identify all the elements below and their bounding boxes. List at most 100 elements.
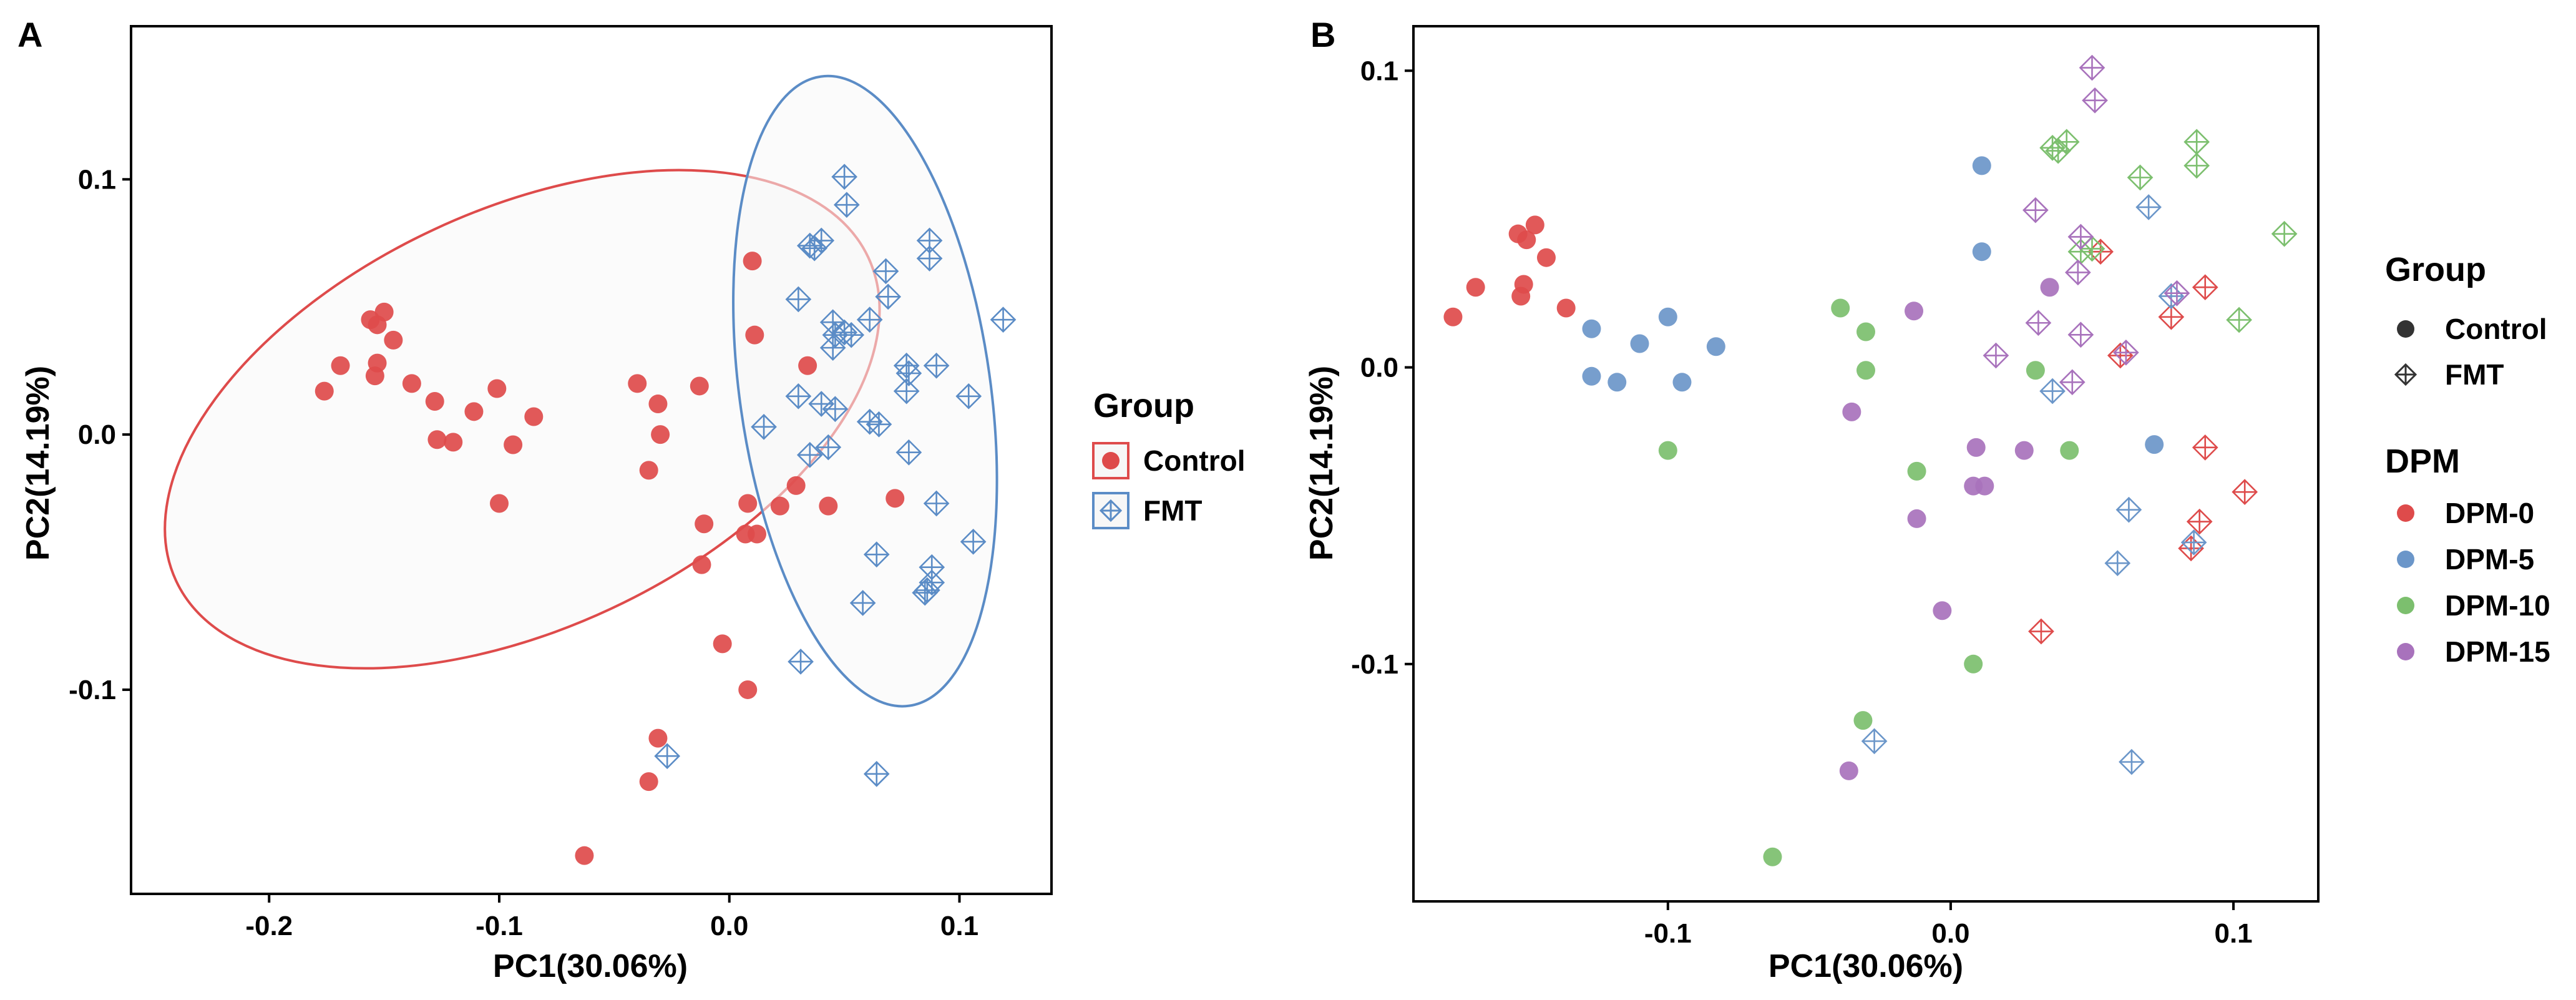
point-dpm-0-control [1525, 215, 1544, 235]
legend-b-dpm5-label: DPM-5 [2445, 543, 2534, 576]
point-fmt [875, 283, 902, 310]
point-control [487, 379, 507, 398]
point-dpm-0-control [1536, 248, 1556, 267]
legend-a-fmt-label: FMT [1143, 494, 1203, 527]
point-dpm-0-fmt [2186, 508, 2213, 535]
point-dpm-5-fmt [1861, 728, 1888, 755]
point-control [524, 407, 544, 426]
point-dpm-5-fmt [2115, 496, 2142, 523]
point-fmt [893, 378, 920, 404]
point-dpm-0-fmt [2232, 479, 2258, 505]
panel-a-x-axis-title: PC1(30.06%) [493, 948, 688, 984]
point-dpm-5-control [1630, 334, 1649, 353]
panel-b-y-tick-label: -0.1 [1351, 649, 1398, 680]
point-control [648, 395, 668, 414]
point-control [695, 514, 714, 534]
legend-b-item-dpm15: DPM-15 [2397, 635, 2550, 668]
point-dpm-0-control [1517, 230, 1536, 250]
point-dpm-10-control [2026, 361, 2045, 380]
panel-a-legend: Group Control FMT [1092, 387, 1246, 529]
point-control [639, 772, 658, 792]
point-fmt [815, 434, 842, 461]
point-control [628, 374, 647, 393]
point-control [402, 374, 421, 393]
panel-a: A -0.2 -0.1 0.0 0.1 -0.10.00.1 PC1(30.06%) … [17, 15, 1246, 984]
legend-b-dpm5-marker [2397, 551, 2414, 568]
point-control [886, 489, 905, 508]
point-control [648, 728, 668, 748]
point-control [504, 435, 523, 454]
point-dpm-15-control [1975, 476, 1994, 496]
point-dpm-10-fmt [2183, 129, 2210, 155]
legend-b-item-dpm0: DPM-0 [2397, 497, 2534, 529]
point-dpm-5-fmt [2119, 748, 2145, 775]
point-fmt [923, 352, 950, 379]
legend-b-control-label: Control [2445, 313, 2547, 345]
legend-a-fmt-marker [1099, 499, 1123, 522]
point-fmt [856, 306, 883, 333]
point-dpm-15-control [2040, 278, 2059, 297]
point-dpm-5-fmt [2104, 550, 2131, 577]
point-dpm-5-control [1658, 307, 1677, 326]
point-dpm-10-control [1853, 711, 1873, 730]
legend-b-dpm10-marker [2397, 597, 2414, 614]
panel-b-x-axis-title: PC1(30.06%) [1769, 948, 1963, 984]
point-control [425, 391, 444, 411]
panel-b-x-tick-label: 0.1 [2214, 918, 2252, 949]
point-control [639, 461, 658, 480]
point-control [738, 494, 758, 513]
point-dpm-10-control [1831, 298, 1850, 318]
legend-a-item-fmt: FMT [1092, 492, 1203, 529]
legend-b-dpm10-label: DPM-10 [2445, 589, 2550, 622]
legend-b-dpm0-marker [2397, 504, 2414, 522]
point-control [786, 476, 806, 495]
legend-b-item-dpm10: DPM-10 [2397, 589, 2550, 622]
point-dpm-5-fmt [2039, 378, 2066, 404]
panel-a-x-tick-label: -0.2 [245, 911, 293, 941]
point-dpm-0-control [1466, 278, 1485, 297]
point-dpm-15-control [1839, 761, 1858, 780]
point-dpm-10-control [1856, 322, 1875, 341]
point-fmt [914, 577, 940, 604]
point-fmt [833, 192, 860, 218]
point-fmt [808, 227, 835, 254]
legend-a-control-key [1092, 442, 1129, 479]
point-control [651, 425, 670, 444]
point-fmt [916, 245, 943, 272]
legend-b-fmt-marker [2394, 363, 2417, 386]
point-control [464, 402, 484, 421]
point-control [368, 353, 387, 373]
legend-b-group-title: Group [2385, 251, 2486, 288]
point-dpm-5-fmt [2158, 283, 2185, 310]
point-fmt [819, 335, 846, 361]
point-dpm-10-fmt [2226, 306, 2252, 333]
point-control [745, 325, 764, 345]
point-fmt [955, 383, 982, 409]
point-control [331, 356, 350, 375]
panel-a-x-tick-label: 0.1 [940, 911, 978, 941]
point-fmt [990, 306, 1017, 333]
point-dpm-15-control [1905, 301, 1924, 321]
point-dpm-15-control [1933, 601, 1952, 620]
point-dpm-10-fmt [2053, 129, 2080, 155]
point-control [384, 330, 403, 350]
point-dpm-15-control [2014, 441, 2034, 460]
point-dpm-10-fmt [2127, 164, 2154, 191]
legend-b-control-marker [2397, 320, 2414, 338]
point-dpm-5-control [1582, 366, 1601, 386]
point-dpm-10-control [1658, 441, 1677, 460]
panel-a-y-axis: -0.1 0.0 0.1 [69, 164, 131, 705]
panel-a-y-axis-title: PC2(14.19%) [20, 366, 56, 561]
point-dpm-5-fmt [2180, 529, 2207, 556]
panel-a-plot-frame [130, 25, 1053, 895]
panel-b-x-tick-label: -0.1 [1644, 918, 1692, 949]
panel-b-legend-group: Group Control FMT [2385, 251, 2547, 391]
panel-a-x-tick-label: -0.1 [476, 911, 523, 941]
point-fmt [872, 258, 899, 285]
point-dpm-15-fmt [2082, 87, 2108, 114]
legend-a-item-control: Control [1092, 442, 1246, 479]
point-dpm-5-control [2145, 435, 2164, 454]
point-dpm-15-control [1842, 402, 1861, 421]
point-dpm-0-control [1556, 298, 1576, 318]
